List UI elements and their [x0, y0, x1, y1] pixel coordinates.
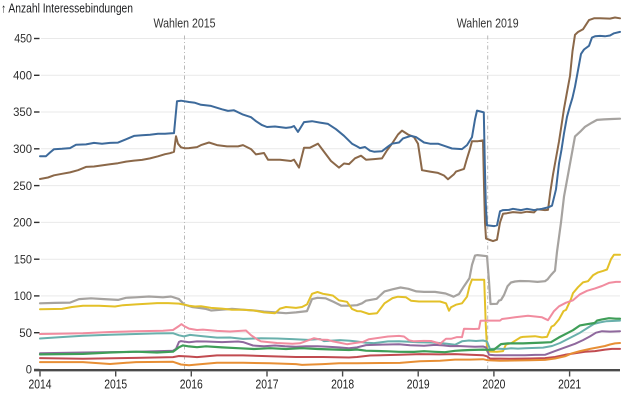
- svg-text:↑ Anzahl Interessebindungen: ↑ Anzahl Interessebindungen: [1, 2, 133, 16]
- svg-text:2018: 2018: [331, 378, 354, 392]
- svg-text:400: 400: [13, 69, 32, 83]
- svg-text:300: 300: [13, 142, 32, 156]
- svg-text:450: 450: [14, 32, 32, 46]
- svg-text:250: 250: [13, 179, 32, 193]
- svg-text:0: 0: [26, 363, 32, 377]
- svg-text:2016: 2016: [180, 378, 203, 392]
- svg-text:2021: 2021: [558, 378, 581, 392]
- svg-text:2014: 2014: [29, 378, 52, 392]
- svg-text:50: 50: [19, 326, 32, 340]
- svg-text:2020: 2020: [482, 378, 505, 392]
- svg-text:200: 200: [13, 216, 32, 230]
- svg-text:Wahlen 2015: Wahlen 2015: [154, 17, 216, 31]
- svg-text:2015: 2015: [104, 378, 127, 392]
- svg-text:150: 150: [14, 252, 32, 266]
- svg-text:350: 350: [13, 105, 32, 119]
- svg-text:2019: 2019: [407, 378, 430, 392]
- svg-text:Wahlen 2019: Wahlen 2019: [457, 17, 519, 31]
- svg-text:2017: 2017: [256, 378, 279, 392]
- svg-text:100: 100: [14, 289, 32, 303]
